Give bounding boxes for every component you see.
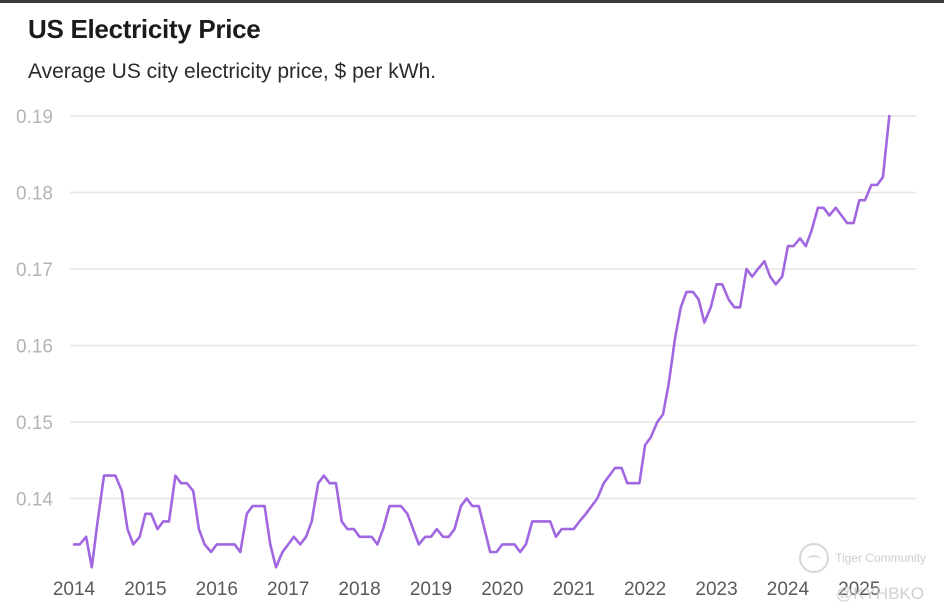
y-tick-label: 0.14 [16,490,53,511]
y-axis-ticks: 0.14 0.15 0.16 0.17 0.18 0.19 [16,107,53,511]
y-tick-label: 0.16 [16,337,53,358]
x-tick-label: 2018 [338,579,380,600]
series-group [72,114,891,569]
gridlines [70,115,916,500]
top-border [0,0,944,3]
chart-subtitle: Average US city electricity price, $ per… [28,60,437,83]
tiger-community-logo-icon [799,543,830,573]
x-tick-label: 2016 [196,579,238,600]
x-tick-label: 2019 [410,579,452,600]
x-tick-label: 2021 [553,579,595,600]
chart-title: US Electricity Price [28,14,261,44]
x-tick-label: 2020 [481,579,523,600]
x-tick-label: 2014 [53,579,96,600]
y-tick-label: 0.17 [16,260,53,281]
x-tick-label: 2017 [267,579,309,600]
x-tick-label: 2024 [767,579,810,600]
watermark-handle: @KYHBKO [835,584,924,603]
x-tick-label: 2023 [695,579,737,600]
series-line [72,114,891,569]
y-tick-label: 0.18 [16,184,53,205]
x-tick-label: 2015 [124,579,166,600]
y-tick-label: 0.15 [16,413,53,434]
watermark: Tiger Community [799,543,926,573]
x-tick-label: 2025 [838,579,880,600]
y-tick-label: 0.19 [16,107,53,128]
x-axis-ticks: 2014 2015 2016 2017 2018 2019 2020 2021 2022 2023… [53,579,881,600]
watermark-brand: Tiger Community [835,551,926,565]
x-tick-label: 2022 [624,579,666,600]
